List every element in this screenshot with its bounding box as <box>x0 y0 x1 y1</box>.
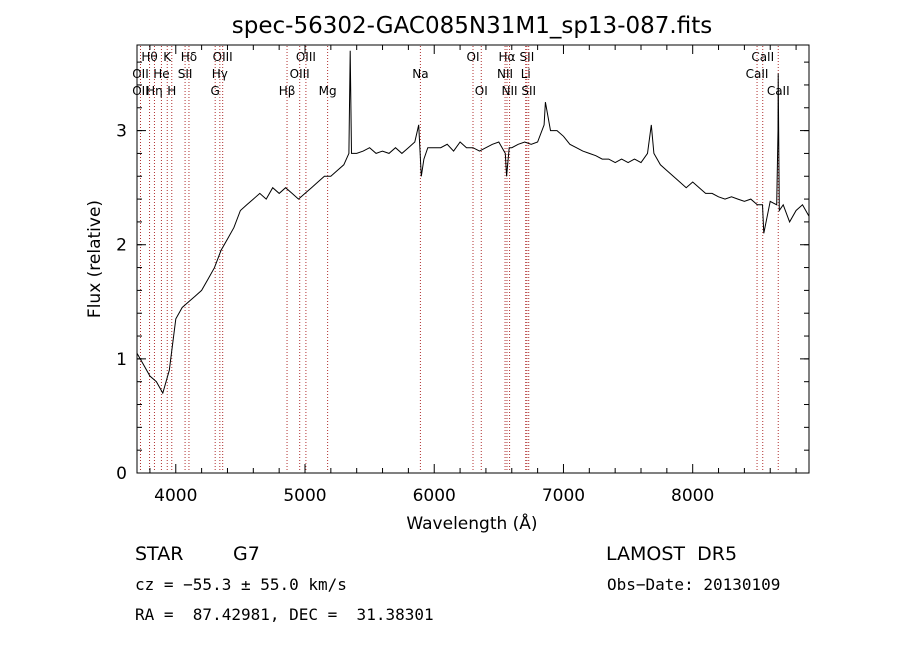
object-class: STAR <box>135 543 183 565</box>
y-tick-label-1: 1 <box>116 350 127 370</box>
spectral-line-label-3: He <box>153 67 169 81</box>
spectral-line-label-19: Hα <box>499 50 516 64</box>
y-tick-label-2: 2 <box>116 236 127 256</box>
spectral-line-label-7: Hδ <box>181 50 197 64</box>
y-axis-ticks: 0 1 2 3 <box>116 61 809 484</box>
redshift-velocity: cz = −55.3 ± 55.0 km/s <box>135 575 347 594</box>
spectral-line-label-13: OIII <box>296 50 316 64</box>
chart-title: spec-56302-GAC085N31M1_sp13-087.fits <box>232 13 712 39</box>
spectral-line-label-22: SII <box>520 50 535 64</box>
spectral-line-label-26: CaII <box>746 67 769 81</box>
spectral-line-label-16: Na <box>412 67 428 81</box>
plot-frame <box>136 44 810 474</box>
survey-label: LAMOST DR5 <box>606 543 737 565</box>
spectral-line-label-18: OI <box>475 84 488 98</box>
info-block: STAR G7 LAMOST DR5 cz = −55.3 ± 55.0 km/… <box>135 543 780 624</box>
coordinates: RA = 87.42981, DEC = 31.38301 <box>135 605 434 624</box>
subclass: G7 <box>233 543 260 565</box>
spectral-line-label-25: CaII <box>751 50 774 64</box>
spectral-line-label-11: G <box>211 84 220 98</box>
series-flux-line <box>136 50 810 395</box>
y-tick-label-0: 0 <box>116 464 127 484</box>
x-tick-label-1: 5000 <box>283 486 326 506</box>
spectral-line-label-21: NII <box>502 84 518 98</box>
x-tick-label-0: 4000 <box>154 486 197 506</box>
x-tick-label-4: 8000 <box>671 486 714 506</box>
spectral-line-label-15: Mg <box>319 84 337 98</box>
spectral-line-label-8: SII <box>178 67 193 81</box>
x-tick-label-3: 7000 <box>542 486 585 506</box>
spectral-line-label-14: OIII <box>290 67 310 81</box>
spectral-line-label-20: NII <box>497 67 513 81</box>
spectral-line-label-4: Hη <box>146 84 163 98</box>
spectral-line-label-0: Hθ <box>141 50 157 64</box>
spectral-line-label-5: K <box>163 50 172 64</box>
x-axis-ticks: 4000 5000 6000 7000 8000 <box>149 45 797 506</box>
x-axis-label: Wavelength (Å) <box>406 512 537 534</box>
spectral-line-label-23: Li <box>521 67 531 81</box>
spectral-line-label-17: OI <box>467 50 480 64</box>
spectral-line-label-6: H <box>167 84 176 98</box>
spectral-line-label-10: Hγ <box>212 67 228 81</box>
spectral-line-label-12: Hβ <box>279 84 296 98</box>
spectral-line-label-24: SII <box>521 84 536 98</box>
spectral-line-label-2: OII <box>132 84 149 98</box>
spectral-line-label-9: OIII <box>213 50 233 64</box>
y-axis-label: Flux (relative) <box>85 200 105 318</box>
y-tick-label-3: 3 <box>116 122 127 142</box>
observation-date: Obs−Date: 20130109 <box>607 575 780 594</box>
x-tick-label-2: 6000 <box>413 486 456 506</box>
